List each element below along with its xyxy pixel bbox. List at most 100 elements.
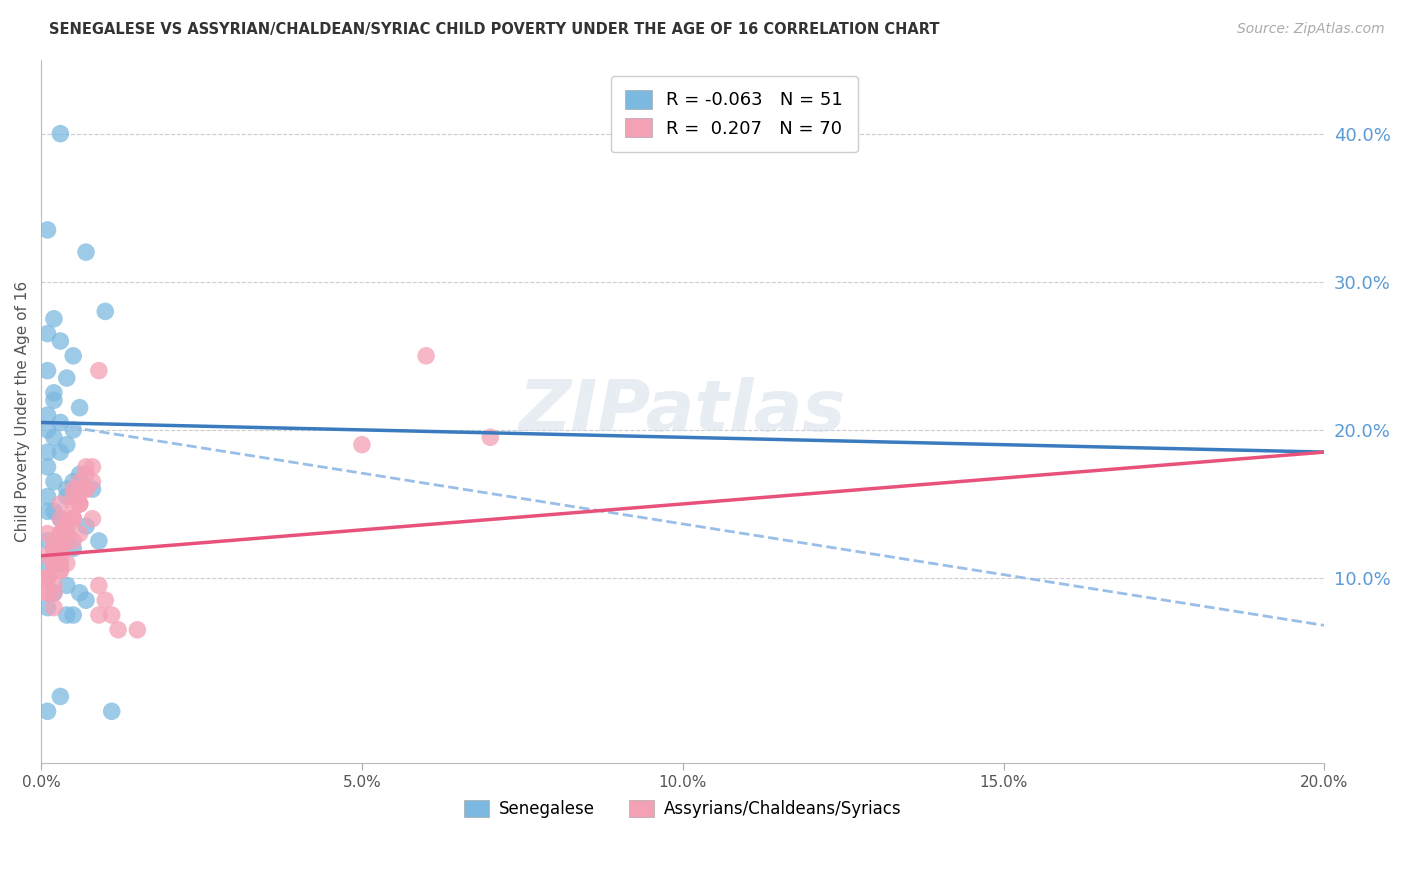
Point <box>350 438 373 452</box>
Point <box>69 586 91 600</box>
Point <box>37 586 59 600</box>
Point <box>62 512 84 526</box>
Point <box>49 541 72 556</box>
Point <box>75 467 97 482</box>
Point <box>42 556 65 570</box>
Point <box>37 571 59 585</box>
Point <box>82 459 104 474</box>
Point <box>87 364 110 378</box>
Point <box>37 364 59 378</box>
Point <box>55 526 77 541</box>
Point <box>37 549 59 563</box>
Point <box>42 541 65 556</box>
Point <box>62 607 84 622</box>
Point <box>37 504 59 518</box>
Point <box>49 512 72 526</box>
Point <box>55 526 77 541</box>
Point <box>55 607 77 622</box>
Point <box>42 556 65 570</box>
Point <box>62 482 84 496</box>
Point <box>37 704 59 718</box>
Point <box>49 334 72 348</box>
Point <box>42 393 65 408</box>
Point <box>107 623 129 637</box>
Point <box>55 526 77 541</box>
Point <box>42 556 65 570</box>
Point <box>42 533 65 548</box>
Point <box>37 571 59 585</box>
Point <box>55 533 77 548</box>
Point <box>42 541 65 556</box>
Point <box>49 549 72 563</box>
Point <box>69 401 91 415</box>
Point <box>82 475 104 489</box>
Point <box>49 564 72 578</box>
Text: Source: ZipAtlas.com: Source: ZipAtlas.com <box>1237 22 1385 37</box>
Point <box>42 475 65 489</box>
Point <box>37 223 59 237</box>
Point <box>94 593 117 607</box>
Point <box>100 704 122 718</box>
Point <box>127 623 149 637</box>
Point <box>82 482 104 496</box>
Point <box>62 497 84 511</box>
Point <box>62 490 84 504</box>
Point <box>75 593 97 607</box>
Point <box>42 504 65 518</box>
Point <box>49 127 72 141</box>
Point <box>62 512 84 526</box>
Point <box>55 490 77 504</box>
Point <box>37 533 59 548</box>
Legend: Senegalese, Assyrians/Chaldeans/Syriacs: Senegalese, Assyrians/Chaldeans/Syriacs <box>457 794 908 825</box>
Point <box>42 556 65 570</box>
Text: SENEGALESE VS ASSYRIAN/CHALDEAN/SYRIAC CHILD POVERTY UNDER THE AGE OF 16 CORRELA: SENEGALESE VS ASSYRIAN/CHALDEAN/SYRIAC C… <box>49 22 939 37</box>
Point <box>69 482 91 496</box>
Point <box>479 430 502 444</box>
Point <box>55 526 77 541</box>
Point <box>87 578 110 592</box>
Point <box>55 526 77 541</box>
Point <box>62 512 84 526</box>
Point <box>37 600 59 615</box>
Point <box>62 541 84 556</box>
Point <box>37 526 59 541</box>
Point <box>37 423 59 437</box>
Point <box>49 556 72 570</box>
Point <box>62 512 84 526</box>
Point <box>49 690 72 704</box>
Point <box>49 512 72 526</box>
Y-axis label: Child Poverty Under the Age of 16: Child Poverty Under the Age of 16 <box>15 281 30 542</box>
Point <box>37 490 59 504</box>
Point <box>55 438 77 452</box>
Point <box>37 445 59 459</box>
Point <box>69 526 91 541</box>
Point <box>49 556 72 570</box>
Point <box>415 349 437 363</box>
Point <box>69 497 91 511</box>
Point <box>69 497 91 511</box>
Point <box>49 445 72 459</box>
Point <box>75 245 97 260</box>
Point <box>49 526 72 541</box>
Point <box>49 564 72 578</box>
Point <box>42 541 65 556</box>
Point <box>42 549 65 563</box>
Text: ZIPatlas: ZIPatlas <box>519 376 846 446</box>
Point <box>42 586 65 600</box>
Point <box>37 408 59 422</box>
Point <box>94 304 117 318</box>
Point <box>62 423 84 437</box>
Point <box>75 482 97 496</box>
Point <box>69 467 91 482</box>
Point <box>42 586 65 600</box>
Point <box>37 571 59 585</box>
Point <box>42 311 65 326</box>
Point <box>49 526 72 541</box>
Point <box>42 385 65 400</box>
Point <box>55 519 77 533</box>
Point <box>62 533 84 548</box>
Point <box>42 430 65 444</box>
Point <box>55 371 77 385</box>
Point <box>100 607 122 622</box>
Point <box>37 571 59 585</box>
